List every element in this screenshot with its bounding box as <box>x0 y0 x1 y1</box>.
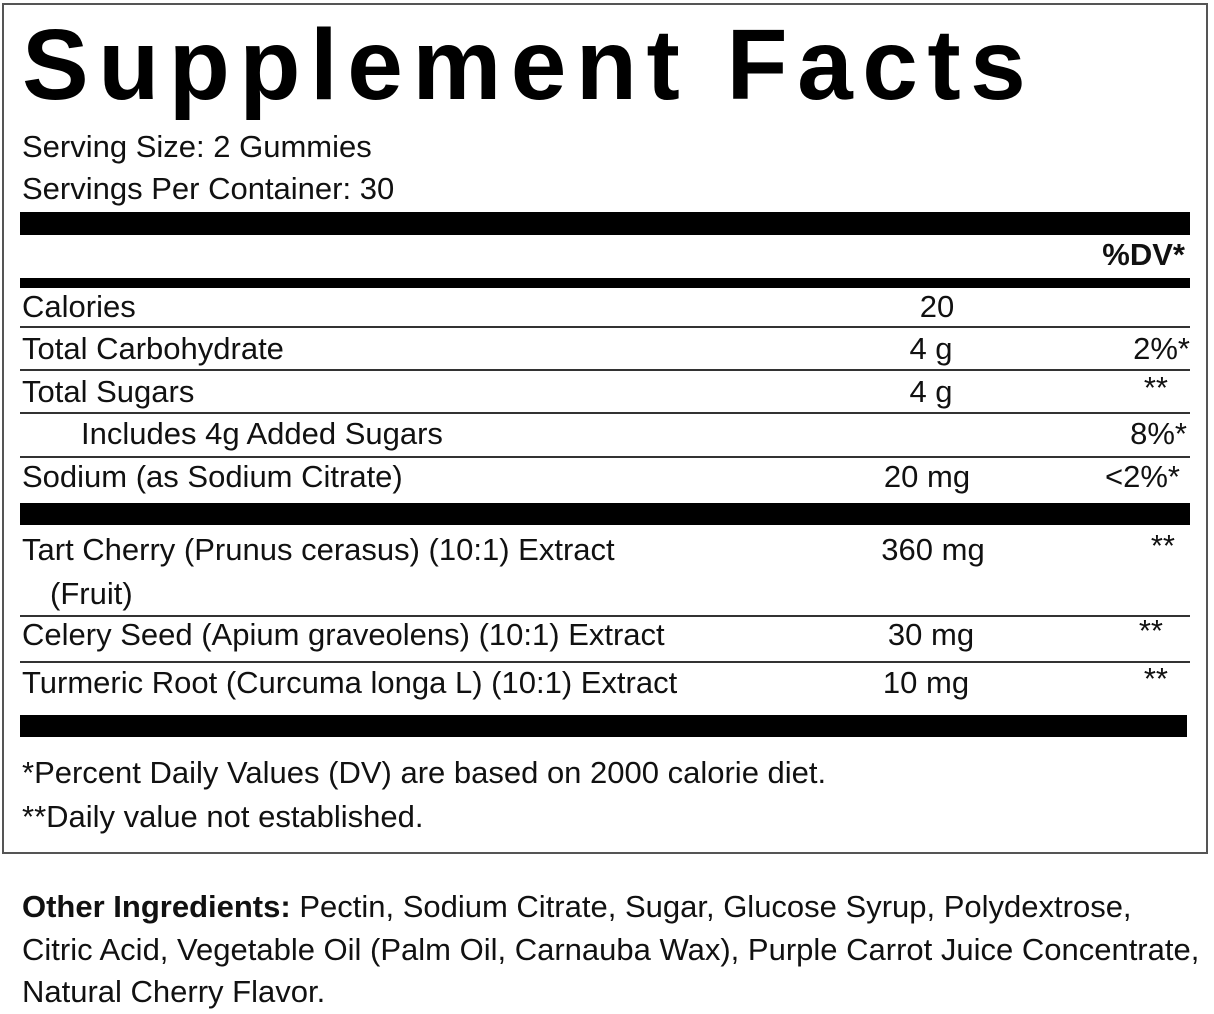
footnote-not-established: **Daily value not established. <box>22 799 424 834</box>
ingredient-amount: 30 mg <box>887 617 975 652</box>
nutrient-name: Includes 4g Added Sugars <box>81 416 443 451</box>
thick-divider <box>20 503 1190 525</box>
nutrient-name: Total Sugars <box>22 374 195 409</box>
nutrient-name: Total Carbohydrate <box>22 331 284 366</box>
nutrient-dv: <2%* <box>1105 459 1180 494</box>
footnote-dv: *Percent Daily Values (DV) are based on … <box>22 755 827 790</box>
ingredient-amount: 360 mg <box>881 532 985 567</box>
panel-title: Supplement Facts <box>22 9 1036 121</box>
nutrient-dv: 8%* <box>1130 416 1187 451</box>
serving-size: Serving Size: 2 Gummies <box>22 129 372 164</box>
row-divider <box>20 661 1190 663</box>
ingredient-amount: 10 mg <box>882 665 970 700</box>
nutrient-name: Sodium (as Sodium Citrate) <box>22 459 403 494</box>
facts-panel-border <box>2 3 1208 854</box>
thick-divider <box>20 715 1187 737</box>
row-divider <box>20 615 1190 617</box>
nutrient-name: Calories <box>22 289 136 324</box>
ingredient-dv: ** <box>1143 661 1168 696</box>
ingredient-name: Turmeric Root (Curcuma longa L) (10:1) E… <box>22 665 678 700</box>
ingredient-dv: ** <box>1138 613 1163 648</box>
ingredient-name: Tart Cherry (Prunus cerasus) (10:1) Extr… <box>22 532 615 567</box>
nutrient-dv: 2%* <box>1133 331 1190 366</box>
servings-per-container: Servings Per Container: 30 <box>22 171 395 206</box>
row-divider <box>20 369 1190 371</box>
nutrient-amount: 20 mg <box>883 459 971 494</box>
other-ingredients: Other Ingredients: Pectin, Sodium Citrat… <box>22 886 1202 1014</box>
row-divider <box>20 456 1190 458</box>
row-divider <box>20 326 1190 328</box>
row-divider <box>20 412 1190 414</box>
nutrient-dv: ** <box>1143 370 1168 405</box>
other-ingredients-text: Pectin, Sodium Citrate, Sugar, Glucose S… <box>22 889 1200 1009</box>
dv-header: %DV* <box>1102 237 1185 272</box>
divider <box>20 278 1190 288</box>
nutrient-amount: 4 g <box>909 374 953 409</box>
nutrient-amount: 4 g <box>909 331 953 366</box>
thick-divider <box>20 212 1190 235</box>
ingredient-name: Celery Seed (Apium graveolens) (10:1) Ex… <box>22 617 665 652</box>
ingredient-dv: ** <box>1150 528 1175 563</box>
other-ingredients-label: Other Ingredients: <box>22 889 291 924</box>
nutrient-amount: 20 <box>919 289 955 324</box>
ingredient-name-continued: (Fruit) <box>50 576 133 611</box>
